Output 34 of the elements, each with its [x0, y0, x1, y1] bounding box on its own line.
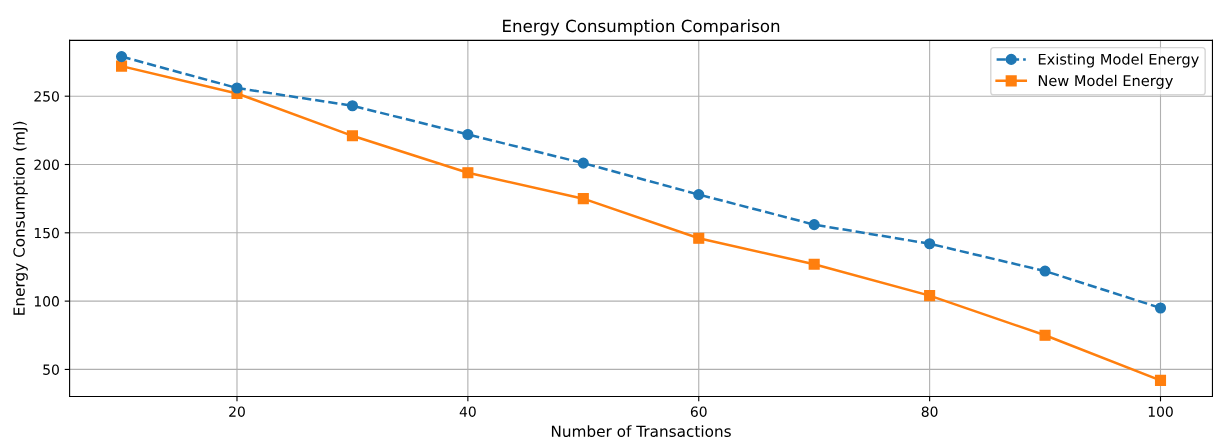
point — [1039, 329, 1051, 341]
point — [1154, 302, 1167, 314]
x-axis-title: Number of Transactions — [551, 425, 731, 438]
point — [115, 60, 128, 72]
point — [808, 219, 820, 231]
point — [115, 51, 128, 63]
point — [1154, 374, 1167, 386]
point — [231, 82, 243, 94]
chart-title: Energy Consumption Comparison — [503, 19, 780, 36]
point — [577, 157, 589, 169]
point — [462, 128, 474, 141]
point — [924, 238, 936, 250]
x-tick-label: 20 — [229, 406, 245, 417]
point — [1039, 265, 1051, 277]
point — [808, 258, 820, 270]
y-tick-label: 200 — [34, 159, 59, 170]
point — [346, 100, 358, 112]
y-axis-title: Energy Consumption (mJ) — [13, 121, 28, 315]
y-tick-label: 250 — [34, 91, 59, 102]
point — [693, 189, 705, 201]
point — [693, 232, 705, 244]
y-tick-label: 50 — [43, 364, 59, 375]
legend-label: Existing Model Energy — [1038, 53, 1199, 68]
point — [577, 193, 589, 205]
legend-label: New Model Energy — [1038, 74, 1173, 89]
point — [462, 167, 474, 179]
x-tick-label: 40 — [459, 406, 476, 417]
x-tick-label: 100 — [1148, 406, 1173, 417]
x-tick-label: 60 — [690, 406, 707, 417]
point — [346, 130, 358, 142]
y-tick-label: 150 — [34, 227, 59, 239]
x-tick-label: 80 — [921, 406, 938, 417]
y-tick-label: 100 — [34, 296, 59, 307]
point — [924, 290, 936, 302]
